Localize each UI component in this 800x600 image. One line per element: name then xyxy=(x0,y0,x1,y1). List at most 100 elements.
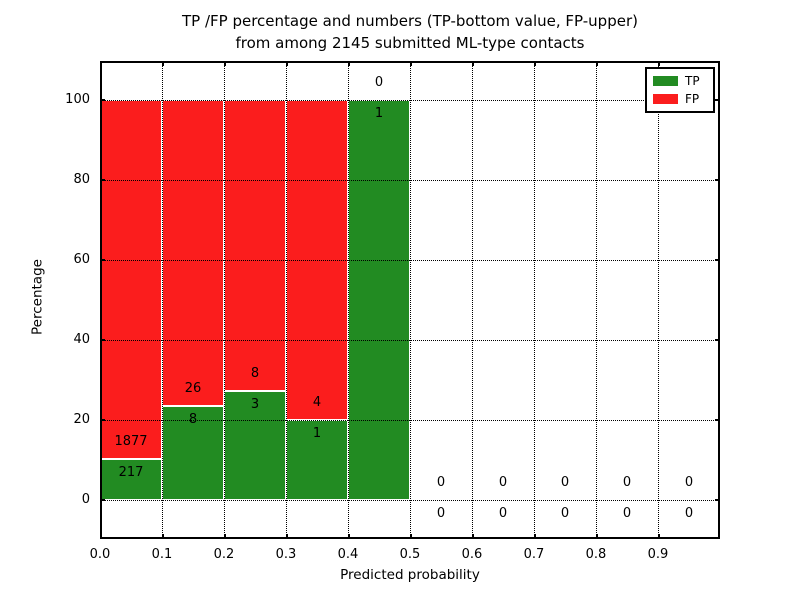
y-tick-label-0: 0 xyxy=(81,492,90,507)
legend: TP FP xyxy=(645,67,715,113)
x-tick-mark xyxy=(224,534,226,539)
x-tick-label-0.4: 0.4 xyxy=(337,547,359,562)
x-tick-mark-top xyxy=(472,61,474,66)
x-axis-title: Predicted probability xyxy=(340,567,480,583)
chart-title-line2: from among 2145 submitted ML-type contac… xyxy=(235,34,585,52)
x-tick-label-0.2: 0.2 xyxy=(213,547,235,562)
gridline-vertical xyxy=(472,61,473,539)
x-tick-label-0.6: 0.6 xyxy=(461,547,483,562)
bar-label-tp-0.7-0.8: 0 xyxy=(560,506,570,521)
gridline-vertical xyxy=(224,61,225,539)
x-tick-mark xyxy=(472,534,474,539)
legend-swatch-fp xyxy=(653,94,678,104)
x-tick-mark-top xyxy=(410,61,412,66)
x-tick-label-0.7: 0.7 xyxy=(523,547,545,562)
y-tick-label-80: 80 xyxy=(73,172,90,187)
y-tick-mark xyxy=(100,99,105,101)
bar-label-tp-0.9-1.0: 0 xyxy=(684,506,694,521)
x-tick-mark-top xyxy=(224,61,226,66)
bar-segment-tp-0.2-0.3 xyxy=(224,390,286,500)
chart-title-line1: TP /FP percentage and numbers (TP-bottom… xyxy=(182,12,638,30)
x-tick-mark-top xyxy=(348,61,350,66)
bar-label-fp-0.1-0.2: 26 xyxy=(184,380,202,396)
bar-segment-fp-0.2-0.3 xyxy=(224,100,286,391)
legend-entry-fp: FP xyxy=(653,92,707,106)
y-tick-mark xyxy=(100,339,105,341)
chart-title: TP /FP percentage and numbers (TP-bottom… xyxy=(90,10,730,54)
bar-label-tp-0.3-0.4: 1 xyxy=(312,426,322,441)
y-tick-label-100: 100 xyxy=(65,92,90,107)
bar-label-fp-0.0-0.1: 1877 xyxy=(114,433,148,449)
bar-label-fp-0.8-0.9: 0 xyxy=(622,475,632,490)
legend-swatch-tp xyxy=(653,76,678,86)
bar-label-tp-0.2-0.3: 3 xyxy=(250,396,260,412)
x-tick-label-0.1: 0.1 xyxy=(151,547,173,562)
y-tick-mark-right xyxy=(715,259,720,261)
gridline-horizontal xyxy=(100,420,720,421)
x-tick-mark-top xyxy=(286,61,288,66)
bar-label-fp-0.5-0.6: 0 xyxy=(436,475,446,490)
x-tick-mark-top xyxy=(162,61,164,66)
gridline-vertical xyxy=(534,61,535,539)
y-tick-mark xyxy=(100,499,105,501)
legend-label-tp: TP xyxy=(685,74,700,88)
plot-area: 1877 217 26 8 8 3 4 1 0 1 0 0 0 0 0 0 0 0 0 0 xyxy=(100,61,720,539)
legend-label-fp: FP xyxy=(685,92,700,106)
gridline-vertical xyxy=(410,61,411,539)
gridline-horizontal xyxy=(100,260,720,261)
bar-label-fp-0.7-0.8: 0 xyxy=(560,475,570,490)
bar-segment-fp-0.0-0.1 xyxy=(100,100,162,459)
x-tick-mark xyxy=(534,534,536,539)
y-tick-label-40: 40 xyxy=(73,332,90,347)
x-tick-label-0.9: 0.9 xyxy=(647,547,669,562)
x-tick-label-0.5: 0.5 xyxy=(399,547,421,562)
bar-label-fp-0.6-0.7: 0 xyxy=(498,475,508,490)
x-tick-mark xyxy=(658,534,660,539)
bar-label-fp-0.4-0.5: 0 xyxy=(374,75,384,90)
bar-label-fp-0.3-0.4: 4 xyxy=(312,395,322,410)
x-tick-mark xyxy=(162,534,164,539)
x-tick-mark xyxy=(410,534,412,539)
y-tick-mark-right xyxy=(715,419,720,421)
y-tick-label-60: 60 xyxy=(73,252,90,267)
x-tick-label-0.3: 0.3 xyxy=(275,547,297,562)
x-tick-mark xyxy=(100,534,102,539)
bar-label-fp-0.2-0.3: 8 xyxy=(250,365,260,381)
bar-segment-tp-0.4-0.5 xyxy=(348,100,410,500)
gridline-vertical xyxy=(348,61,349,539)
y-tick-mark-right xyxy=(715,499,720,501)
gridline-horizontal xyxy=(100,340,720,341)
bar-segment-fp-0.1-0.2 xyxy=(162,100,224,406)
y-tick-mark xyxy=(100,419,105,421)
x-tick-mark-top xyxy=(596,61,598,66)
y-tick-mark xyxy=(100,179,105,181)
x-tick-mark xyxy=(596,534,598,539)
y-tick-mark-right xyxy=(715,179,720,181)
bar-label-tp-0.8-0.9: 0 xyxy=(622,506,632,521)
bar-label-tp-0.6-0.7: 0 xyxy=(498,506,508,521)
gridline-horizontal xyxy=(100,180,720,181)
gridline-vertical xyxy=(162,61,163,539)
bar-label-tp-0.1-0.2: 8 xyxy=(188,411,198,427)
gridline-horizontal xyxy=(100,100,720,101)
gridline-vertical xyxy=(658,61,659,539)
x-tick-label-0.8: 0.8 xyxy=(585,547,607,562)
gridline-vertical xyxy=(286,61,287,539)
gridline-horizontal xyxy=(100,500,720,501)
bar-label-fp-0.9-1.0: 0 xyxy=(684,475,694,490)
gridline-vertical xyxy=(596,61,597,539)
x-tick-mark xyxy=(286,534,288,539)
bar-label-tp-0.0-0.1: 217 xyxy=(118,464,144,480)
x-tick-mark-top xyxy=(534,61,536,66)
x-tick-mark-top xyxy=(100,61,102,66)
legend-entry-tp: TP xyxy=(653,74,707,88)
x-tick-mark-top xyxy=(658,61,660,66)
y-tick-label-20: 20 xyxy=(73,412,90,427)
y-tick-mark-right xyxy=(715,99,720,101)
bar-label-tp-0.5-0.6: 0 xyxy=(436,506,446,521)
x-tick-label-0.0: 0.0 xyxy=(89,547,111,562)
bar-label-tp-0.4-0.5: 1 xyxy=(374,106,384,121)
y-tick-mark xyxy=(100,259,105,261)
y-tick-mark-right xyxy=(715,339,720,341)
